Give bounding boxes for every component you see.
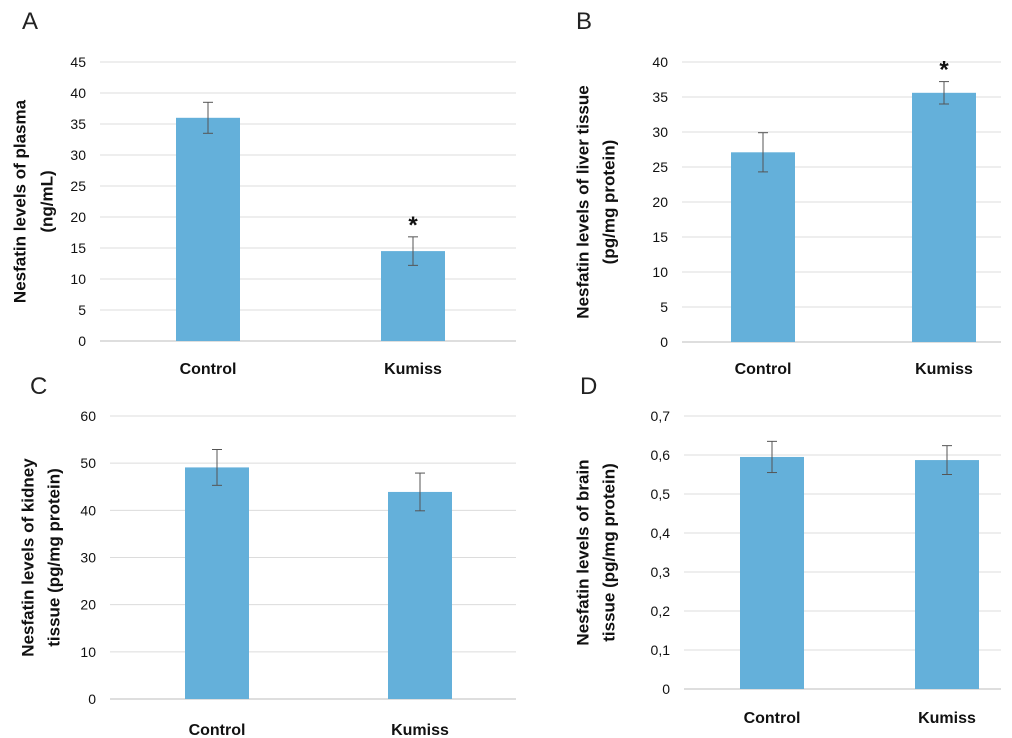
y-tick-label: 0,5 <box>651 486 671 502</box>
y-tick-label: 5 <box>78 302 86 318</box>
y-tick-label: 60 <box>80 408 96 424</box>
y-tick-label: 20 <box>80 597 96 613</box>
y-tick-label: 30 <box>652 124 668 140</box>
category-label: Control <box>744 710 801 727</box>
panel-c: C 0 10 20 30 40 50 60 Control Kumiss Nesfatin lev… <box>0 369 516 738</box>
panel-d: D 0 0,1 0,2 0,3 0,4 0,5 0,6 0,7 Control Kumiss Nes… <box>506 369 1012 738</box>
y-axis-label: Nesfatin levels of kidney <box>19 458 38 657</box>
y-tick-label: 25 <box>70 178 86 194</box>
y-tick-label: 0,2 <box>651 603 671 619</box>
bar <box>381 251 445 341</box>
y-tick-label: 0,3 <box>651 564 671 580</box>
y-axis-label: tissue (pg/mg protein) <box>600 463 619 642</box>
bar <box>740 456 804 689</box>
y-tick-label: 15 <box>652 229 668 245</box>
y-tick-label: 20 <box>652 194 668 210</box>
category-label: Kumiss <box>915 361 973 378</box>
y-tick-label: 40 <box>652 54 668 70</box>
chart-a: 0 5 10 15 20 25 30 35 40 45 Control * Kumiss Nesfatin… <box>11 54 516 378</box>
y-tick-label: 15 <box>70 240 86 256</box>
y-axis-label: (ng/mL) <box>38 170 57 232</box>
significance-marker: * <box>939 57 949 84</box>
category-label: Control <box>735 361 792 378</box>
y-axis-label: (pg/mg protein) <box>600 140 619 265</box>
y-tick-label: 25 <box>652 159 668 175</box>
bar <box>185 467 249 699</box>
y-tick-label: 30 <box>70 147 86 163</box>
y-tick-label: 40 <box>80 502 96 518</box>
category-label: Kumiss <box>391 722 449 738</box>
y-tick-label: 5 <box>660 299 668 315</box>
panel-letter: B <box>576 8 593 35</box>
chart-d: 0 0,1 0,2 0,3 0,4 0,5 0,6 0,7 Control Kumiss Nesfa… <box>574 408 1001 727</box>
y-tick-label: 0 <box>660 334 668 350</box>
y-tick-label: 0 <box>78 333 86 349</box>
y-tick-label: 30 <box>80 550 96 566</box>
y-tick-label: 40 <box>70 85 86 101</box>
bar <box>731 152 795 342</box>
y-tick-label: 10 <box>70 271 86 287</box>
bar <box>912 92 976 342</box>
y-axis-label: Nesfatin levels of brain <box>574 459 593 645</box>
panel-letter: D <box>580 373 598 400</box>
y-tick-label: 45 <box>70 54 86 70</box>
chart-c: 0 10 20 30 40 50 60 Control Kumiss Nesfatin level… <box>19 408 516 738</box>
chart-b: 0 5 10 15 20 25 30 35 40 Control * Kumiss Nesfatin l… <box>574 54 1001 378</box>
panel-letter: C <box>30 373 48 400</box>
significance-marker: * <box>408 212 418 239</box>
y-axis-label: Nesfatin levels of plasma <box>11 99 30 303</box>
category-label: Kumiss <box>384 361 442 378</box>
y-tick-label: 10 <box>80 644 96 660</box>
panel-a: A 0 5 10 15 20 25 30 35 40 45 Control * Kumiss Nesfat… <box>0 0 516 378</box>
y-tick-label: 10 <box>652 264 668 280</box>
panel-b: B 0 5 10 15 20 25 30 35 40 Control * Kumiss Nesfatin… <box>506 0 1012 378</box>
category-label: Control <box>189 722 246 738</box>
y-axis-label: Nesfatin levels of liver tissue <box>574 85 593 318</box>
bar <box>176 117 240 341</box>
category-label: Kumiss <box>918 710 976 727</box>
y-tick-label: 50 <box>80 455 96 471</box>
bar <box>388 491 452 699</box>
y-tick-label: 20 <box>70 209 86 225</box>
y-tick-label: 35 <box>652 89 668 105</box>
category-label: Control <box>180 361 237 378</box>
y-tick-label: 35 <box>70 116 86 132</box>
y-tick-label: 0,7 <box>651 408 671 424</box>
panel-letter: A <box>22 8 39 35</box>
y-tick-label: 0 <box>88 691 96 707</box>
y-tick-label: 0,6 <box>651 447 671 463</box>
y-axis-label: tissue (pg/mg protein) <box>45 468 64 647</box>
y-tick-label: 0,4 <box>651 525 671 541</box>
y-tick-label: 0 <box>662 681 670 697</box>
bar <box>915 460 979 689</box>
y-tick-label: 0,1 <box>651 642 671 658</box>
